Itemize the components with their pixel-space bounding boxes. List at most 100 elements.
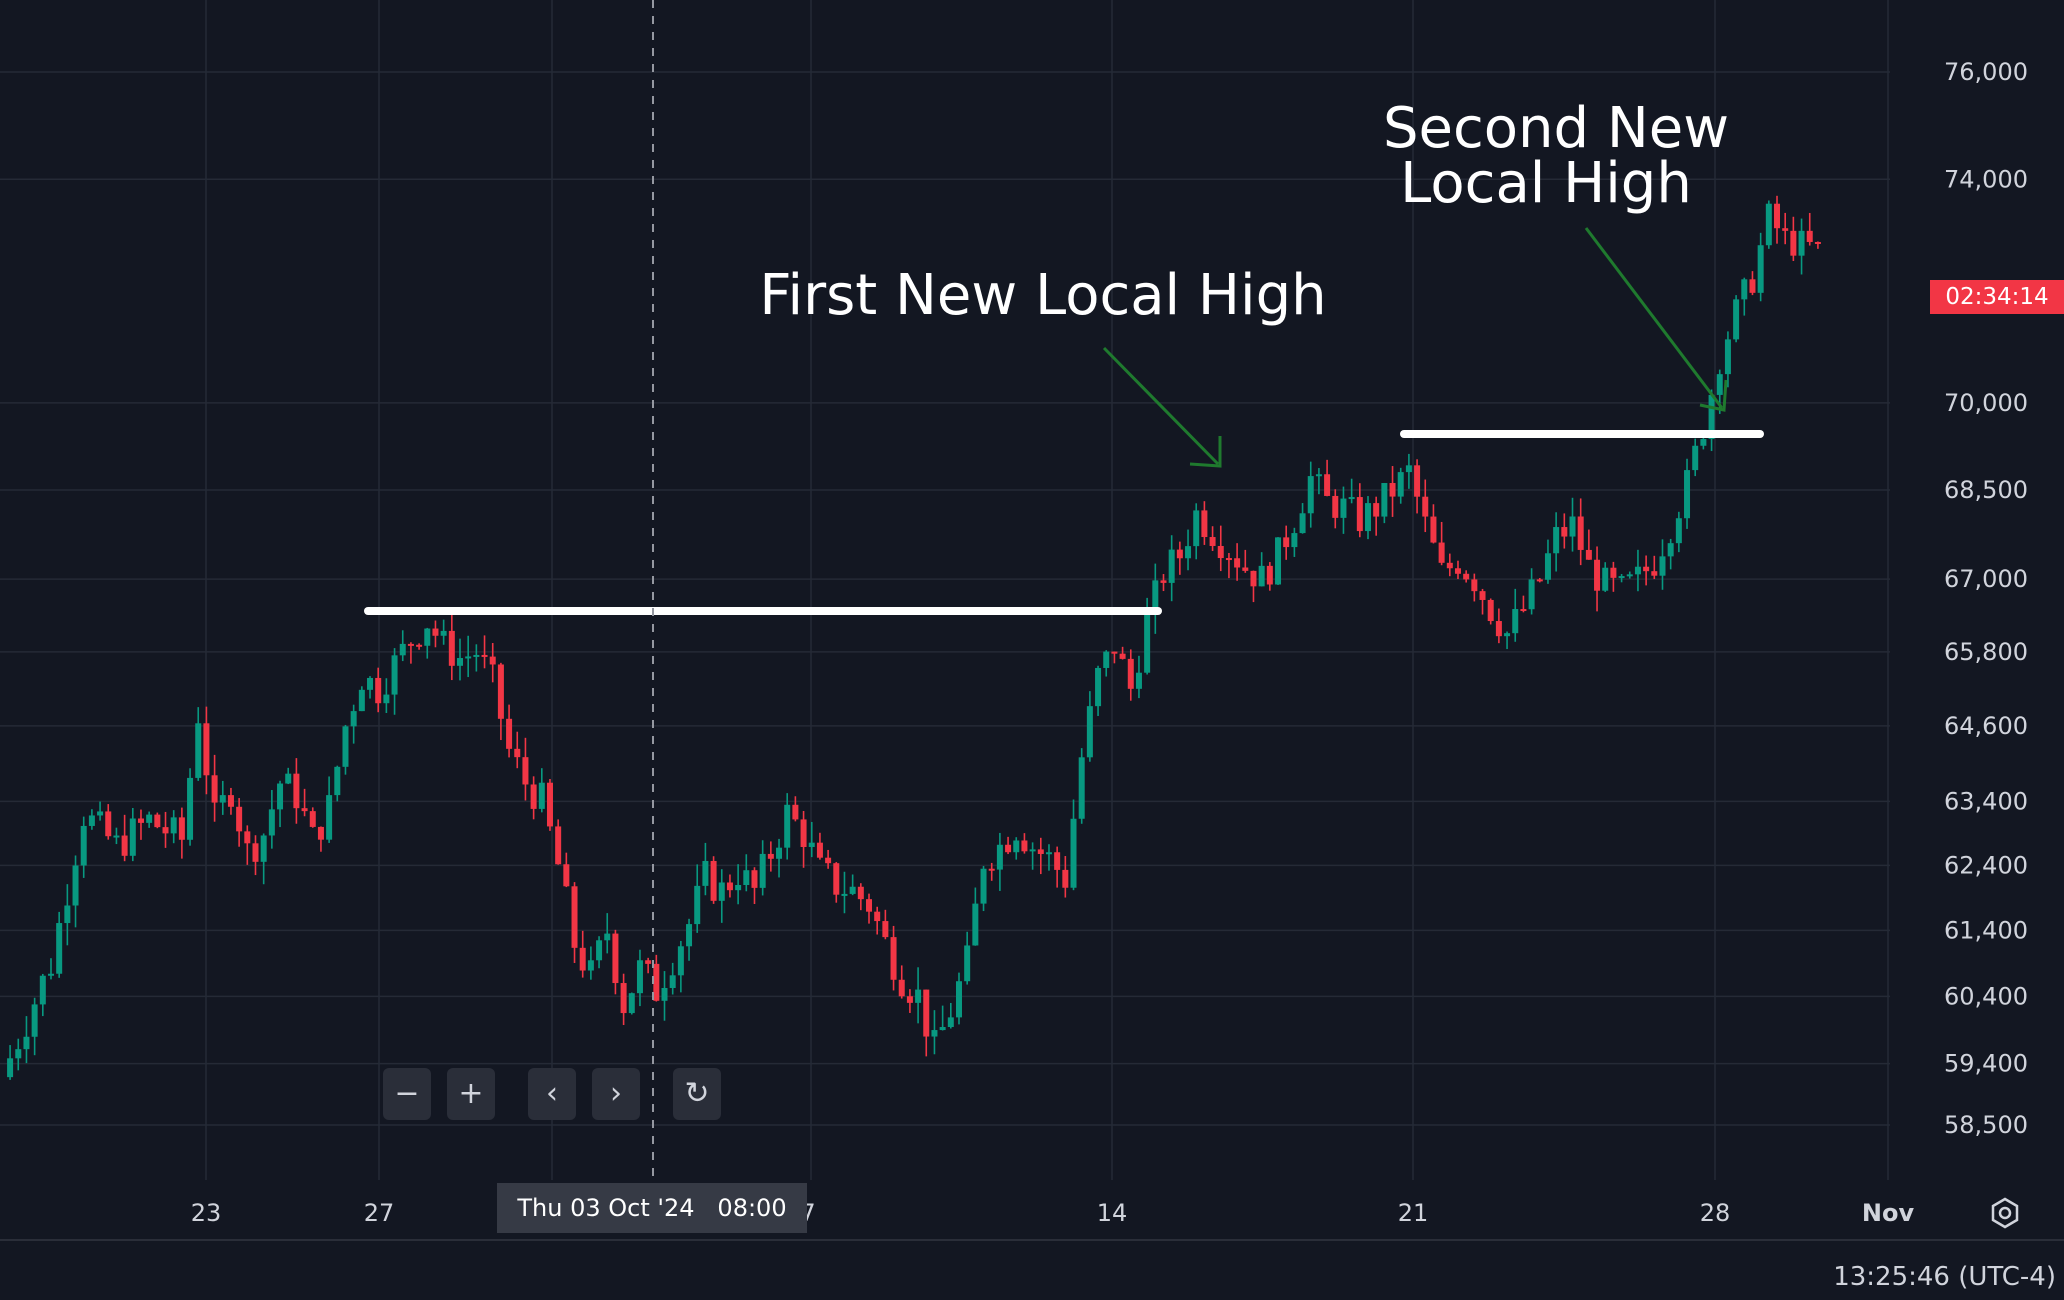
candle-body-up xyxy=(1700,439,1707,446)
candle-body-up xyxy=(915,989,922,1003)
grid-lines xyxy=(0,0,1890,1180)
candle-body-up xyxy=(1741,279,1748,300)
candle-body-up xyxy=(677,946,684,976)
candle-body-down xyxy=(710,860,717,901)
candle-body-down xyxy=(833,863,840,895)
candle-body-up xyxy=(367,677,374,690)
candle-body-up xyxy=(628,993,635,1014)
candle-body-up xyxy=(80,825,87,866)
candle-body-down xyxy=(1790,230,1797,256)
candle-body-up xyxy=(1724,339,1731,375)
candle-body-up xyxy=(1798,230,1805,256)
settings-gear-icon[interactable] xyxy=(1988,1196,2022,1230)
candle-body-down xyxy=(898,979,905,997)
candle-body-down xyxy=(432,628,439,636)
candle-body-down xyxy=(105,811,112,837)
candle-body-down xyxy=(1749,279,1756,293)
candle-body-down xyxy=(1217,545,1224,559)
reset-chart-button[interactable]: ↻ xyxy=(673,1068,721,1120)
annotation-second-high-line1: Second New xyxy=(1383,96,1729,161)
candle-body-up xyxy=(980,868,987,904)
candle-body-down xyxy=(1414,465,1421,497)
y-tick-label: 74,000 xyxy=(1944,165,2028,193)
candle-body-down xyxy=(121,835,128,856)
candle-body-up xyxy=(1275,537,1282,585)
candle-body-down xyxy=(236,806,243,832)
zoom-in-button[interactable]: + xyxy=(447,1068,495,1120)
candle-body-down xyxy=(1487,599,1494,622)
candle-body-down xyxy=(1332,495,1339,518)
candle-body-down xyxy=(751,870,758,888)
candle-body-down xyxy=(1234,558,1241,568)
candle-body-down xyxy=(1127,658,1134,689)
candle-body-down xyxy=(874,911,881,922)
candle-body-down xyxy=(645,960,652,964)
scroll-left-button[interactable]: ‹ xyxy=(528,1068,576,1120)
candle-body-up xyxy=(1733,299,1740,340)
candle-body-down xyxy=(1160,580,1167,583)
candle-body-down xyxy=(800,819,807,847)
scroll-right-button[interactable]: › xyxy=(592,1068,640,1120)
candle-body-up xyxy=(1095,667,1102,707)
candle-body-up xyxy=(399,643,406,656)
candle-body-up xyxy=(1340,498,1347,518)
candle-body-up xyxy=(1553,527,1560,554)
candle-body-up xyxy=(1152,580,1159,615)
candle-body-down xyxy=(1446,562,1453,569)
candle-body-down xyxy=(890,937,897,980)
candle-body-up xyxy=(596,940,603,961)
candle-body-down xyxy=(1454,568,1461,574)
candle-body-down xyxy=(1651,571,1658,576)
price-axis[interactable]: 76,000 74,000 70,000 68,500 67,000 65,800 64,6… xyxy=(1944,58,2028,1139)
candle-body-down xyxy=(1495,621,1502,637)
candle-body-up xyxy=(97,811,104,816)
candle-body-up xyxy=(947,1017,954,1028)
candle-body-up xyxy=(424,628,431,646)
candle-body-up xyxy=(1397,472,1404,497)
candle-body-down xyxy=(1438,542,1445,563)
candle-body-down xyxy=(244,831,251,844)
current-price-countdown-badge: 02:34:14 xyxy=(1930,280,2064,314)
candle-body-down xyxy=(1373,503,1380,517)
candle-body-up xyxy=(350,711,357,727)
candle-body-up xyxy=(23,1036,30,1050)
candle-body-down xyxy=(375,677,382,704)
candle-body-down xyxy=(317,826,324,840)
annotation-first-high-text: First New Local High xyxy=(759,263,1326,328)
candle-body-down xyxy=(293,773,300,809)
x-tick-label: 21 xyxy=(1398,1199,1429,1227)
candle-body-down xyxy=(555,826,562,865)
y-tick-label: 76,000 xyxy=(1944,58,2028,86)
candle-body-down xyxy=(1111,651,1118,654)
candle-body-down xyxy=(137,818,144,823)
candle-body-up xyxy=(776,847,783,859)
candles xyxy=(7,195,1821,1080)
zoom-out-button[interactable]: − xyxy=(383,1068,431,1120)
candle-body-down xyxy=(489,656,496,665)
candle-body-up xyxy=(1569,516,1576,537)
candle-body-down xyxy=(923,989,930,1037)
candle-body-up xyxy=(694,885,701,925)
candle-body-up xyxy=(56,923,63,974)
second-high-arrow-icon xyxy=(1584,227,1724,409)
y-tick-label: 59,400 xyxy=(1944,1050,2028,1078)
candle-body-down xyxy=(906,996,913,1003)
candle-body-up xyxy=(1692,445,1699,471)
candle-body-up xyxy=(1078,757,1085,819)
candle-body-up xyxy=(457,658,463,666)
candle-body-up xyxy=(669,975,676,988)
candle-body-down xyxy=(1119,653,1126,659)
candle-body-up xyxy=(7,1058,14,1078)
x-tick-label: 23 xyxy=(191,1199,222,1227)
candle-body-up xyxy=(964,945,971,982)
candle-body-up xyxy=(972,903,979,946)
candle-body-down xyxy=(1283,537,1290,548)
candle-body-down xyxy=(1266,565,1273,585)
time-axis[interactable]: 23 27 14 21 28 Nov xyxy=(191,1199,1915,1227)
candle-body-up xyxy=(1381,483,1388,517)
candle-body-down xyxy=(1806,230,1813,242)
candle-body-up xyxy=(277,783,284,810)
candle-body-down xyxy=(1242,567,1249,571)
candle-body-up xyxy=(358,689,365,712)
